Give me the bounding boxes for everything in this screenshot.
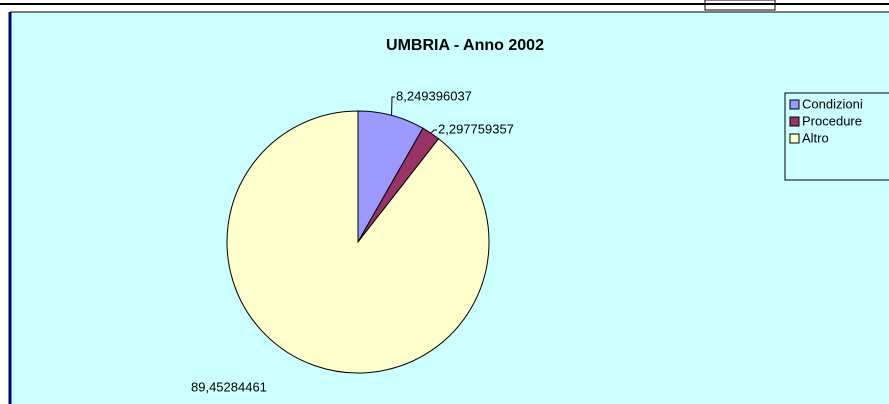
- legend-swatch: [789, 133, 800, 144]
- pie-slice: [226, 110, 490, 374]
- leader-line: [430, 129, 437, 134]
- leader-line: [391, 96, 395, 116]
- data-label: 2,297759357: [438, 121, 514, 136]
- legend-label: Procedure: [802, 113, 862, 128]
- legend-box: [784, 92, 889, 181]
- chart-title: UMBRIA - Anno 2002: [386, 37, 544, 54]
- legend-swatch: [789, 99, 800, 110]
- legend-label: Altro: [802, 130, 829, 145]
- data-label: 89,45284461: [191, 379, 267, 394]
- legend-label: Condizioni: [802, 96, 863, 111]
- sheet-cell: [704, 0, 776, 11]
- legend-swatch: [789, 116, 800, 127]
- data-label: 8,249396037: [396, 88, 472, 103]
